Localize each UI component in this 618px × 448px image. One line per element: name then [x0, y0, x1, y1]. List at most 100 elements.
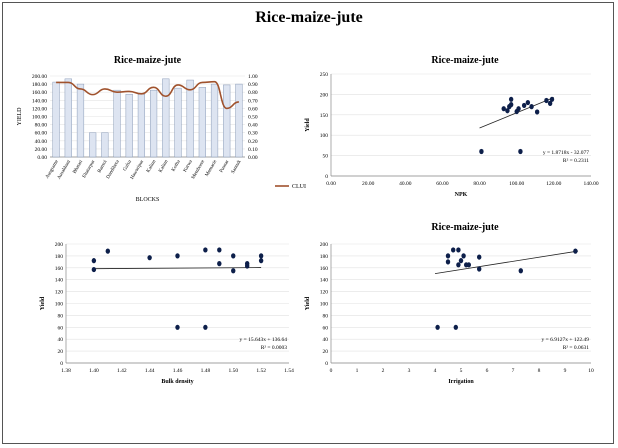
- y-tick-label: 120.00: [32, 106, 47, 112]
- y2-tick-label: 1.00: [248, 74, 258, 80]
- y-tick-label: 160: [320, 266, 329, 272]
- data-point: [456, 247, 461, 253]
- y-tick-label: 60.00: [35, 131, 48, 137]
- y-tick-label: 80.00: [35, 123, 48, 129]
- x-tick-label: 120.00: [546, 181, 561, 187]
- bar: [174, 87, 182, 158]
- data-point: [244, 263, 250, 269]
- x-tick-label: 1.38: [61, 368, 71, 374]
- category-label: Sannak: [231, 159, 243, 175]
- bar: [76, 83, 85, 158]
- x-tick-label: 1.44: [145, 368, 155, 374]
- data-point: [477, 266, 482, 272]
- bar: [186, 79, 194, 158]
- y-tick-label: 200: [320, 242, 329, 248]
- data-point: [458, 258, 464, 264]
- bar: [210, 83, 219, 158]
- data-point: [466, 262, 471, 268]
- x-tick-label: 1.50: [228, 368, 238, 374]
- data-point: [105, 248, 111, 254]
- r-squared: R² = 0.2311: [563, 158, 589, 164]
- x-tick-label: 40.00: [399, 181, 412, 187]
- x-tick-label: 5: [460, 368, 463, 374]
- data-point: [217, 261, 222, 267]
- data-point: [477, 254, 482, 260]
- bar: [235, 83, 243, 158]
- y-tick-label: 0: [325, 361, 328, 367]
- y-tick-label: 140: [55, 278, 64, 284]
- x-tick-label: 1.52: [256, 368, 266, 374]
- legend-label: CLUI: [292, 184, 306, 190]
- x-tick-label: 1.40: [89, 368, 99, 374]
- x-tick-label: 8: [538, 368, 541, 374]
- y-tick-label: 180: [320, 254, 329, 260]
- data-point: [203, 247, 208, 253]
- y-tick-label: 0.00: [37, 155, 47, 161]
- y2-tick-label: 0.60: [248, 106, 258, 112]
- y-tick-label: 100: [55, 302, 64, 308]
- page-title: Rice-maize-jute: [255, 9, 363, 26]
- y2-tick-label: 0.70: [248, 98, 258, 104]
- series-line-clui: [56, 80, 239, 110]
- y2-tick-label: 0.10: [248, 147, 258, 153]
- bar: [101, 132, 109, 158]
- data-point: [534, 109, 540, 115]
- x-tick-label: 1.42: [117, 368, 127, 374]
- data-point: [175, 253, 180, 259]
- bar: [198, 87, 206, 158]
- x-tick-label: 100.00: [509, 181, 524, 187]
- bar: [137, 93, 146, 158]
- x-axis-title: Irrigation: [448, 379, 474, 385]
- x-tick-label: 1.54: [284, 368, 294, 374]
- y-tick-label: 160: [55, 266, 64, 272]
- category-label: Pusnar: [219, 159, 230, 174]
- data-point: [147, 255, 152, 261]
- y-tick-label: 80: [58, 313, 64, 319]
- y-tick-label: 250: [320, 72, 329, 78]
- chart-title: Rice-maize-jute: [431, 55, 499, 66]
- x-tick-label: 2: [382, 368, 385, 374]
- y-tick-label: 20: [58, 349, 64, 355]
- data-point: [91, 266, 97, 273]
- trendline: [434, 250, 579, 275]
- data-point: [547, 100, 553, 106]
- data-point: [91, 258, 97, 264]
- bar: [162, 78, 170, 158]
- y-axis-title: Yield: [305, 296, 311, 310]
- data-point: [445, 259, 451, 265]
- x-tick-label: 6: [486, 368, 489, 374]
- x-tick-label: 9: [564, 368, 567, 374]
- y-tick-label: 120: [320, 290, 329, 296]
- y2-tick-label: 0.30: [248, 131, 258, 137]
- bar: [113, 89, 121, 158]
- data-point: [231, 253, 236, 259]
- data-point: [508, 102, 514, 108]
- y-tick-label: 0: [325, 174, 328, 180]
- y-tick-label: 200: [320, 92, 329, 98]
- x-tick-label: 80.00: [473, 181, 486, 187]
- y-tick-label: 200.00: [32, 74, 47, 80]
- data-point: [217, 247, 222, 253]
- category-label: Katwa: [183, 159, 194, 173]
- y-tick-label: 40.00: [35, 139, 48, 145]
- bar: [223, 84, 231, 158]
- data-point: [505, 108, 510, 114]
- chart-title: Rice-maize-jute: [431, 222, 499, 233]
- x-tick-label: 1.46: [173, 368, 183, 374]
- data-point: [544, 97, 549, 104]
- y-tick-label: 40: [323, 337, 329, 343]
- y-tick-label: 50: [323, 154, 329, 160]
- data-point: [529, 104, 534, 110]
- data-point: [175, 324, 180, 330]
- y-tick-label: 180: [55, 254, 64, 260]
- data-point: [518, 268, 523, 274]
- npk-scatter: Rice-maize-jute 250 200 150 100 50 00.00 20.00 4…: [305, 55, 599, 198]
- trend-equation: y = 6.9127x + 122.49: [542, 337, 590, 343]
- chart-title: Rice-maize-jute: [114, 55, 182, 66]
- y-axis-title: Yield: [305, 118, 311, 132]
- x-tick-label: 1.48: [201, 368, 211, 374]
- y-axis-title: YIELD: [17, 107, 23, 126]
- y2-tick-label: 0.20: [248, 139, 258, 145]
- x-axis-title: NPK: [455, 192, 468, 198]
